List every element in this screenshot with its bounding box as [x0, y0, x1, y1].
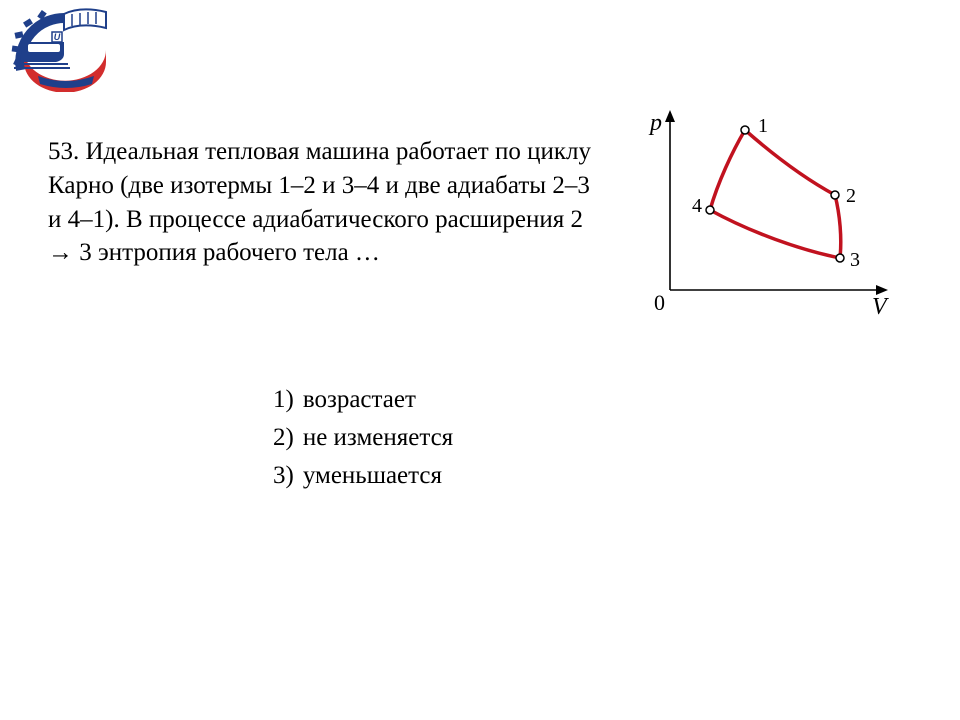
option-number: 1) — [272, 382, 300, 418]
logo-svg: РГУПС U — [6, 2, 126, 92]
label-1: 1 — [758, 115, 768, 137]
label-3: 3 — [850, 249, 860, 271]
option-row: 3) уменьшается — [272, 458, 454, 494]
option-number: 2) — [272, 420, 300, 456]
option-number: 3) — [272, 458, 300, 494]
question-text: 53. Идеальная тепловая машина работает п… — [48, 135, 608, 270]
question-number: 53. — [48, 138, 79, 165]
option-row: 1) возрастает — [272, 382, 454, 418]
label-2: 2 — [846, 185, 856, 207]
option-text: не изменяется — [302, 420, 454, 456]
label-4: 4 — [692, 195, 702, 217]
option-row: 2) не изменяется — [272, 420, 454, 456]
cycle-points — [706, 126, 844, 262]
carnot-cycle — [710, 130, 841, 258]
question-body: Идеальная тепловая машина работает по ци… — [48, 138, 591, 266]
axis-label-v: V — [872, 294, 889, 320]
pv-diagram: p 0 V 1 2 3 4 — [640, 110, 920, 340]
option-text: уменьшается — [302, 458, 454, 494]
diagram-svg: p 0 V 1 2 3 4 — [640, 110, 900, 320]
option-text: возрастает — [302, 382, 454, 418]
institution-logo: РГУПС U — [6, 2, 126, 92]
answer-options: 1) возрастает 2) не изменяется 3) уменьш… — [270, 380, 456, 495]
axis-origin-label: 0 — [654, 290, 665, 315]
axis-label-p: p — [648, 110, 662, 136]
logo-letter: U — [54, 32, 61, 42]
